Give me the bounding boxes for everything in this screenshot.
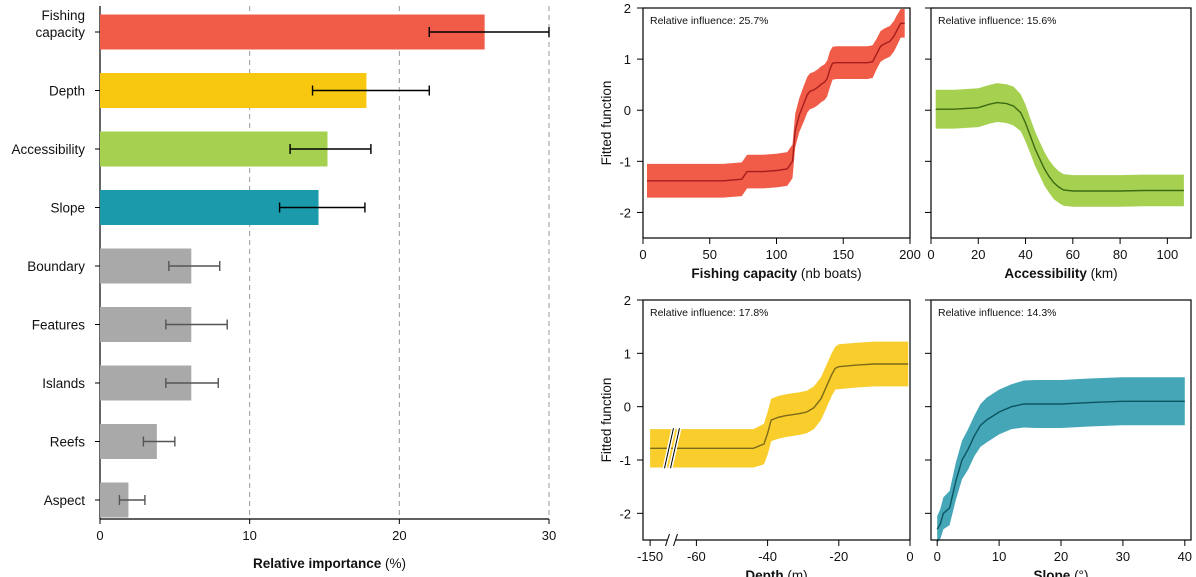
- y-axis-label: Fitted function: [599, 81, 614, 166]
- x-tick-label: 80: [1113, 247, 1127, 262]
- fitted-line: [647, 22, 905, 182]
- x-axis-label-unit: (nb boats): [797, 266, 862, 281]
- fishing-capacity-panel: Relative influence: 25.7% 2 1 0 -1 -2 Fitted f…: [599, 1, 921, 281]
- x-tick-label: 10: [992, 549, 1006, 564]
- x-tick-label: 200: [899, 247, 921, 262]
- slope-panel: Relative influence: 14.3% 0 10 20 30 40 Slope …: [925, 299, 1192, 577]
- x-tick-label: 0: [927, 247, 934, 262]
- y-axis-label: Fitted function: [599, 378, 614, 463]
- y-tick-label: 1: [624, 52, 631, 67]
- confidence-band: [647, 9, 905, 198]
- x-tick-label: 0: [96, 528, 103, 543]
- category-label: Reefs: [50, 435, 86, 450]
- category-label: Slope: [50, 201, 85, 216]
- x-tick-label: 0: [639, 247, 646, 262]
- x-axis-label-bold: Slope: [1034, 568, 1071, 577]
- x-tick-label: 150: [832, 247, 854, 262]
- x-tick-label: 0: [934, 549, 941, 564]
- y-tick-label: 1: [624, 346, 631, 361]
- fitted-line: [936, 400, 1185, 530]
- depth-panel: Relative influence: 17.8% 2 1 0 -1 -2 Fitted f…: [599, 293, 914, 577]
- x-tick-label: 40: [1018, 247, 1032, 262]
- confidence-band: [650, 341, 909, 468]
- x-axis-label-unit: (%): [381, 556, 406, 571]
- x-tick-label: 30: [1116, 549, 1130, 564]
- x-axis-label: Relative importance (%): [253, 556, 406, 571]
- x-tick-label: 40: [1178, 549, 1192, 564]
- x-axis-label: Fishing capacity (nb boats): [691, 266, 861, 281]
- x-tick-label: 20: [392, 528, 406, 543]
- x-axis-label-unit: (°): [1070, 568, 1088, 577]
- category-label: Depth: [49, 84, 85, 99]
- category-label: Fishing capacity: [35, 8, 85, 40]
- category-label: Boundary: [27, 259, 85, 274]
- y-tick-label: 0: [624, 400, 631, 415]
- x-tick-label: 30: [542, 528, 556, 543]
- x-tick-label: 100: [1157, 247, 1179, 262]
- x-axis-label-bold: Depth: [745, 568, 783, 577]
- x-axis-label: Accessibility (km): [1004, 266, 1117, 281]
- confidence-band: [935, 83, 1184, 207]
- category-label: Aspect: [44, 493, 86, 508]
- relative-influence-label: Relative influence: 15.6%: [938, 15, 1057, 27]
- x-tick-label: -20: [829, 549, 848, 564]
- accessibility-panel: Relative influence: 15.6% 0 20 40 60 80 100 Acc…: [925, 7, 1192, 281]
- x-axis-label-bold: Relative importance: [253, 556, 382, 571]
- x-tick-label: 10: [242, 528, 256, 543]
- fitted-line: [935, 101, 1184, 192]
- relative-influence-label: Relative influence: 25.7%: [650, 15, 769, 27]
- relative-influence-label: Relative influence: 17.8%: [650, 307, 769, 319]
- x-axis-label-bold: Fishing capacity: [691, 266, 797, 281]
- y-tick-label: 2: [624, 293, 631, 308]
- x-tick-label: -40: [758, 549, 777, 564]
- axis-break-mark: [673, 533, 678, 547]
- x-tick-label: 0: [906, 549, 913, 564]
- panel-frame: [642, 299, 911, 541]
- axis-break-mark: [663, 428, 674, 469]
- x-axis-label-unit: (m): [784, 568, 808, 577]
- x-tick-label: 60: [1066, 247, 1080, 262]
- x-axis-label-unit: (km): [1087, 266, 1118, 281]
- y-tick-label: 2: [624, 1, 631, 16]
- x-tick-label: 20: [1054, 549, 1068, 564]
- fitted-line: [650, 363, 909, 449]
- x-tick-label: -60: [687, 549, 706, 564]
- y-tick-label: 0: [624, 103, 631, 118]
- category-label: Features: [32, 318, 86, 333]
- x-tick-label: 50: [703, 247, 717, 262]
- importance-bar-chart: Fishing capacity Depth Accessibility Slope Bo…: [11, 6, 556, 571]
- axis-break-mark: [665, 533, 670, 547]
- x-tick-label: -150: [637, 549, 663, 564]
- category-label-line: capacity: [35, 25, 85, 40]
- axis-break-gap: [667, 535, 676, 545]
- category-label: Islands: [42, 376, 85, 391]
- x-axis-label: Depth (m): [745, 568, 807, 577]
- x-axis-label: Slope (°): [1034, 568, 1089, 577]
- panel-frame: [642, 7, 911, 239]
- x-axis-label-bold: Accessibility: [1004, 266, 1087, 281]
- axis-break-mark: [669, 428, 680, 469]
- y-tick-label: -2: [619, 506, 631, 521]
- y-tick-label: -1: [619, 154, 631, 169]
- y-tick-label: -1: [619, 453, 631, 468]
- x-tick-label: 20: [971, 247, 985, 262]
- category-label-line: Fishing: [41, 8, 85, 23]
- x-tick-label: 100: [766, 247, 788, 262]
- confidence-band: [937, 377, 1185, 543]
- category-label: Accessibility: [11, 142, 85, 157]
- relative-influence-label: Relative influence: 14.3%: [938, 307, 1057, 319]
- panel-frame: [930, 7, 1192, 239]
- y-tick-label: -2: [619, 205, 631, 220]
- bar: [100, 14, 485, 50]
